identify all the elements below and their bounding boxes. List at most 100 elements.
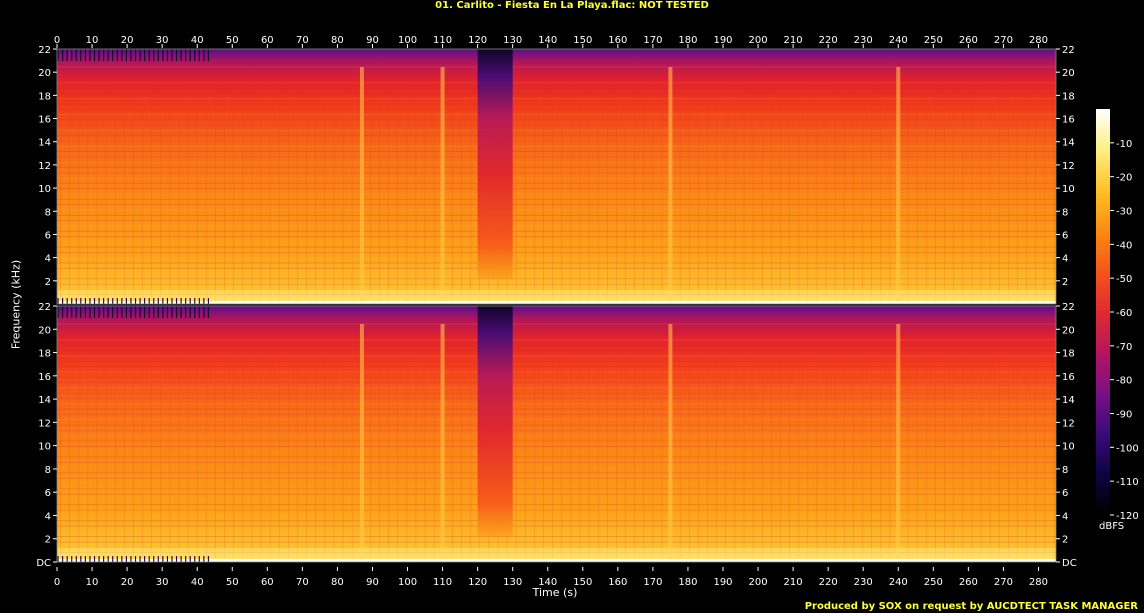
x-tick-label-top: 80 — [331, 35, 344, 46]
colorbar-tick-label: -110 — [1116, 477, 1139, 488]
x-tick-label-top: 110 — [433, 35, 452, 46]
x-tick-label-bottom: 10 — [86, 577, 99, 588]
transient-spike — [359, 67, 364, 302]
y-tick-label-left: 18 — [38, 349, 51, 360]
y-tick-label-right: 14 — [1062, 138, 1075, 149]
colorbar-tick-label: -50 — [1116, 274, 1132, 285]
x-tick-label-bottom: 130 — [503, 577, 522, 588]
colorbar — [1096, 109, 1110, 515]
x-tick-label-bottom: 150 — [573, 577, 592, 588]
y-tick-label-right: 22 — [1062, 302, 1075, 313]
x-tick-label-bottom: 80 — [331, 577, 344, 588]
y-tick-label-left: 22 — [38, 302, 51, 313]
x-tick-label-top: 0 — [54, 35, 60, 46]
y-tick-label-left: 16 — [38, 115, 51, 126]
transient-spike — [668, 67, 673, 302]
x-tick-label-top: 210 — [784, 35, 803, 46]
colorbar-tick-label: -80 — [1116, 376, 1132, 387]
x-axis-label: Time (s) — [532, 586, 578, 599]
x-tick-label-bottom: 230 — [854, 577, 873, 588]
y-tick-label-left: 20 — [38, 68, 51, 79]
y-tick-label-left: 4 — [45, 511, 51, 522]
x-tick-label-top: 130 — [503, 35, 522, 46]
x-tick-label-bottom: 200 — [749, 577, 768, 588]
transient-spike — [359, 324, 364, 560]
x-tick-label-top: 180 — [678, 35, 697, 46]
channel-2-spectrogram — [57, 306, 1056, 562]
x-tick-label-top: 140 — [538, 35, 557, 46]
y-tick-label-left: 12 — [38, 161, 51, 172]
x-tick-label-bottom: 160 — [608, 577, 627, 588]
x-tick-label-bottom: 40 — [191, 577, 204, 588]
x-tick-label-bottom: 0 — [54, 577, 60, 588]
quiet-gap — [477, 49, 513, 279]
colorbar-tick-label: -90 — [1116, 410, 1132, 421]
x-tick-label-top: 60 — [261, 35, 274, 46]
y-tick-label-left: 6 — [45, 488, 51, 499]
transient-spike — [440, 67, 445, 302]
y-tick-label-right: 22 — [1062, 45, 1075, 56]
x-tick-label-top: 250 — [924, 35, 943, 46]
y-tick-label-left: 2 — [45, 277, 51, 288]
x-tick-label-top: 160 — [608, 35, 627, 46]
x-tick-label-top: 150 — [573, 35, 592, 46]
x-tick-label-top: 260 — [959, 35, 978, 46]
y-tick-label-right: 6 — [1062, 230, 1068, 241]
y-tick-label-right: 20 — [1062, 325, 1075, 336]
dc-line — [57, 559, 1056, 562]
colorbar-tick-label: -30 — [1116, 207, 1132, 218]
channel-2-frame — [56, 305, 1057, 563]
x-tick-label-bottom: 50 — [226, 577, 239, 588]
y-tick-label-right: 8 — [1062, 207, 1068, 218]
x-tick-label-top: 120 — [468, 35, 487, 46]
colorbar-tick-label: -100 — [1116, 443, 1139, 454]
x-tick-label-top: 230 — [854, 35, 873, 46]
y-tick-label-right: 4 — [1062, 254, 1068, 265]
x-tick-label-bottom: 240 — [889, 577, 908, 588]
y-tick-label-left: 6 — [45, 230, 51, 241]
colorbar-unit-label: dBFS — [1099, 521, 1125, 532]
x-tick-label-top: 190 — [713, 35, 732, 46]
transient-spike — [668, 324, 673, 560]
y-tick-label-right: 20 — [1062, 68, 1075, 79]
x-tick-label-top: 240 — [889, 35, 908, 46]
colorbar-tick-label: -20 — [1116, 173, 1132, 184]
y-tick-label-left: 8 — [45, 465, 51, 476]
y-tick-label-left: 10 — [38, 442, 51, 453]
y-tick-label-right: 12 — [1062, 418, 1075, 429]
y-tick-label-right: 18 — [1062, 91, 1075, 102]
y-tick-label-right: 10 — [1062, 442, 1075, 453]
y-tick-label-left: 22 — [38, 45, 51, 56]
x-tick-label-top: 70 — [296, 35, 309, 46]
y-axis-label: Frequency (kHz) — [9, 259, 23, 350]
y-tick-label-right: 16 — [1062, 115, 1075, 126]
y-tick-label-right: 10 — [1062, 184, 1075, 195]
bass-band — [57, 290, 1056, 304]
x-tick-label-bottom: 90 — [366, 577, 379, 588]
x-tick-label-bottom: 140 — [538, 577, 557, 588]
x-tick-label-top: 280 — [1029, 35, 1048, 46]
x-tick-label-bottom: 210 — [784, 577, 803, 588]
y-tick-label-right: 16 — [1062, 372, 1075, 383]
y-tick-label-right: 6 — [1062, 488, 1068, 499]
y-tick-label-right: 2 — [1062, 535, 1068, 546]
footer-credit: Produced by SOX on request by AUCDTECT T… — [804, 601, 1138, 612]
transient-spike — [440, 324, 445, 560]
y-tick-label-left: 14 — [38, 395, 51, 406]
x-tick-label-top: 40 — [191, 35, 204, 46]
x-tick-label-bottom: 180 — [678, 577, 697, 588]
y-tick-label-left: 12 — [38, 418, 51, 429]
y-tick-label-right: 18 — [1062, 349, 1075, 360]
channel-1-frame — [56, 48, 1057, 305]
x-tick-label-bottom: 100 — [398, 577, 417, 588]
y-tick-label-right: 4 — [1062, 511, 1068, 522]
x-tick-label-top: 50 — [226, 35, 239, 46]
x-tick-label-top: 220 — [819, 35, 838, 46]
y-tick-label-left: 18 — [38, 91, 51, 102]
chart-title: 01. Carlito - Fiesta En La Playa.flac: N… — [435, 0, 709, 11]
colorbar-tick-label: -120 — [1116, 511, 1139, 522]
x-tick-label-top: 10 — [86, 35, 99, 46]
x-tick-label-bottom: 20 — [121, 577, 134, 588]
x-tick-label-top: 30 — [156, 35, 169, 46]
